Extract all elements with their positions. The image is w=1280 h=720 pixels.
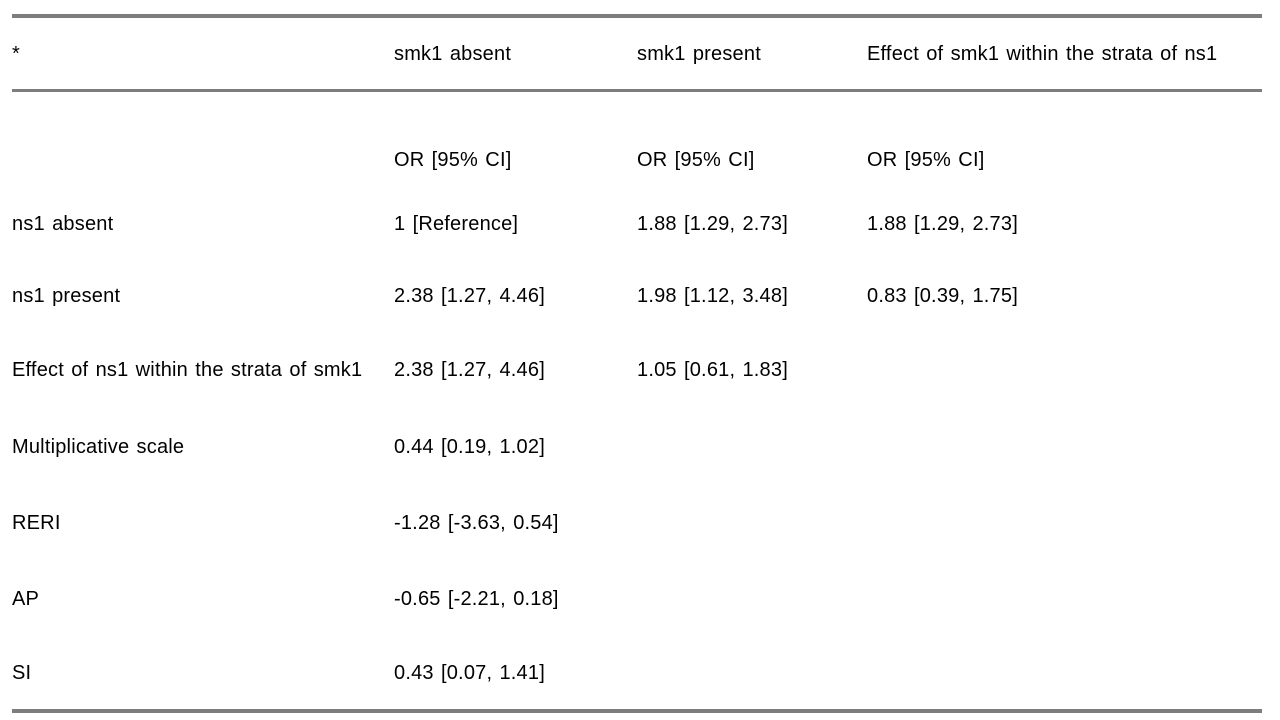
cell-value: 2.38 [1.27, 4.46] <box>394 284 545 307</box>
table-row-si: SI 0.43 [0.07, 1.41] <box>12 637 1262 711</box>
row-label: ns1 absent <box>12 213 114 235</box>
subheader-or-ci: OR [95% CI] <box>637 149 755 171</box>
spacer-row <box>12 91 1262 131</box>
subheader-or-ci: OR [95% CI] <box>867 149 985 171</box>
cell-value: 0.44 [0.19, 1.02] <box>394 435 545 458</box>
table-row-ns1-present: ns1 present 2.38 [1.27, 4.46] 1.98 [1.12… <box>12 259 1262 333</box>
cell-value: 0.43 [0.07, 1.41] <box>394 661 545 684</box>
subheader-or-ci: OR [95% CI] <box>394 149 512 171</box>
table-row-multiplicative-scale: Multiplicative scale 0.44 [0.19, 1.02] <box>12 408 1262 486</box>
row-label: ns1 present <box>12 284 121 307</box>
cell-value <box>867 408 1262 486</box>
table-row-ap: AP -0.65 [-2.21, 0.18] <box>12 561 1262 637</box>
cell-value: 1.88 [1.29, 2.73] <box>867 213 1018 235</box>
cell-value: 2.38 [1.27, 4.46] <box>394 359 545 381</box>
table-row-reri: RERI -1.28 [-3.63, 0.54] <box>12 486 1262 561</box>
cell-value: 0.83 [0.39, 1.75] <box>867 284 1018 307</box>
header-effect-smk1: Effect of smk1 within the strata of ns1 <box>867 16 1262 92</box>
header-row: * smk1 absent smk1 present Effect of smk… <box>12 16 1262 92</box>
cell-value <box>637 561 867 637</box>
cell-value: -1.28 [-3.63, 0.54] <box>394 512 559 534</box>
subheader-empty-cell <box>12 131 394 190</box>
row-label: SI <box>12 661 32 684</box>
cell-value <box>637 486 867 561</box>
header-smk1-absent: smk1 absent <box>394 16 637 92</box>
table-row-ns1-absent: ns1 absent 1 [Reference] 1.88 [1.29, 2.7… <box>12 190 1262 259</box>
table-row-effect-ns1: Effect of ns1 within the strata of smk1 … <box>12 333 1262 408</box>
cell-value: 1.88 [1.29, 2.73] <box>637 213 788 235</box>
cell-value <box>867 561 1262 637</box>
spacer-cell <box>12 91 1262 131</box>
cell-value <box>637 408 867 486</box>
cell-value: 1.05 [0.61, 1.83] <box>637 359 788 381</box>
row-label: Multiplicative scale <box>12 435 185 458</box>
header-smk1-present: smk1 present <box>637 16 867 92</box>
cell-value <box>867 486 1262 561</box>
document-page: * smk1 absent smk1 present Effect of smk… <box>0 14 1280 720</box>
subheader-row: OR [95% CI] OR [95% CI] OR [95% CI] <box>12 131 1262 190</box>
cell-value <box>867 333 1262 408</box>
cell-value <box>637 637 867 711</box>
cell-value <box>867 637 1262 711</box>
cell-value: -0.65 [-2.21, 0.18] <box>394 587 559 610</box>
header-asterisk: * <box>12 16 394 92</box>
row-label: RERI <box>12 512 61 534</box>
row-label: Effect of ns1 within the strata of smk1 <box>12 359 363 381</box>
row-label: AP <box>12 587 40 610</box>
interaction-results-table: * smk1 absent smk1 present Effect of smk… <box>12 14 1262 713</box>
cell-value: 1 [Reference] <box>394 213 519 235</box>
cell-value: 1.98 [1.12, 3.48] <box>637 284 788 307</box>
